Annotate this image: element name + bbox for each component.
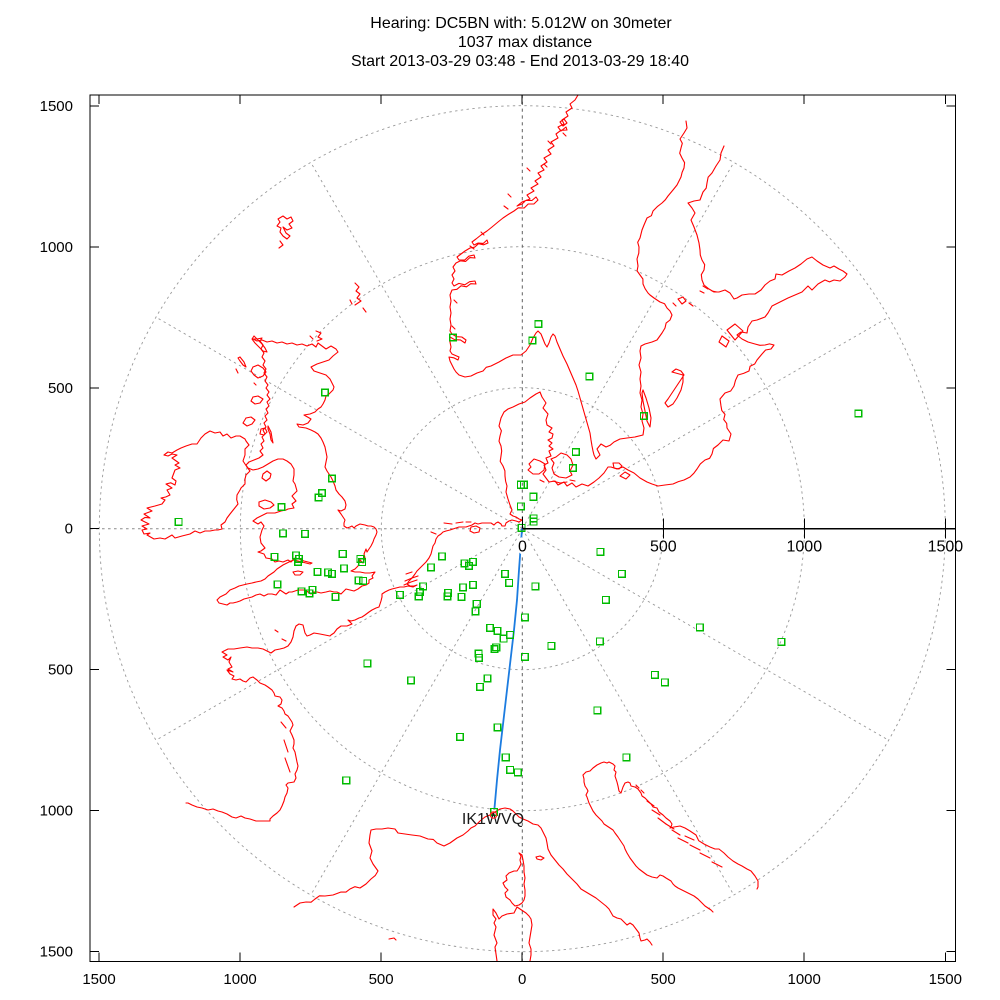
svg-text:1000: 1000	[40, 239, 73, 256]
svg-text:1500: 1500	[929, 971, 962, 988]
svg-text:1037 max distance: 1037 max distance	[458, 34, 592, 51]
svg-text:500: 500	[650, 539, 677, 556]
svg-text:500: 500	[48, 662, 73, 679]
svg-text:IK1WVQ: IK1WVQ	[462, 811, 524, 828]
svg-text:Hearing: DC5BN with: 5.012W on: Hearing: DC5BN with: 5.012W on 30meter	[370, 15, 672, 32]
svg-text:500: 500	[651, 971, 676, 988]
svg-text:500: 500	[48, 380, 73, 397]
svg-text:1000: 1000	[40, 803, 73, 820]
svg-text:1500: 1500	[40, 943, 73, 960]
svg-text:0: 0	[65, 521, 73, 538]
svg-text:Start 2013-03-29 03:48 - End 2: Start 2013-03-29 03:48 - End 2013-03-29 …	[351, 53, 689, 70]
svg-text:1000: 1000	[223, 971, 256, 988]
svg-text:500: 500	[369, 971, 394, 988]
svg-text:0: 0	[518, 971, 526, 988]
svg-text:1000: 1000	[788, 971, 821, 988]
svg-text:1500: 1500	[928, 539, 964, 556]
svg-text:0: 0	[518, 539, 527, 556]
svg-text:1500: 1500	[40, 98, 73, 115]
svg-text:1000: 1000	[787, 539, 823, 556]
svg-text:1500: 1500	[82, 971, 115, 988]
